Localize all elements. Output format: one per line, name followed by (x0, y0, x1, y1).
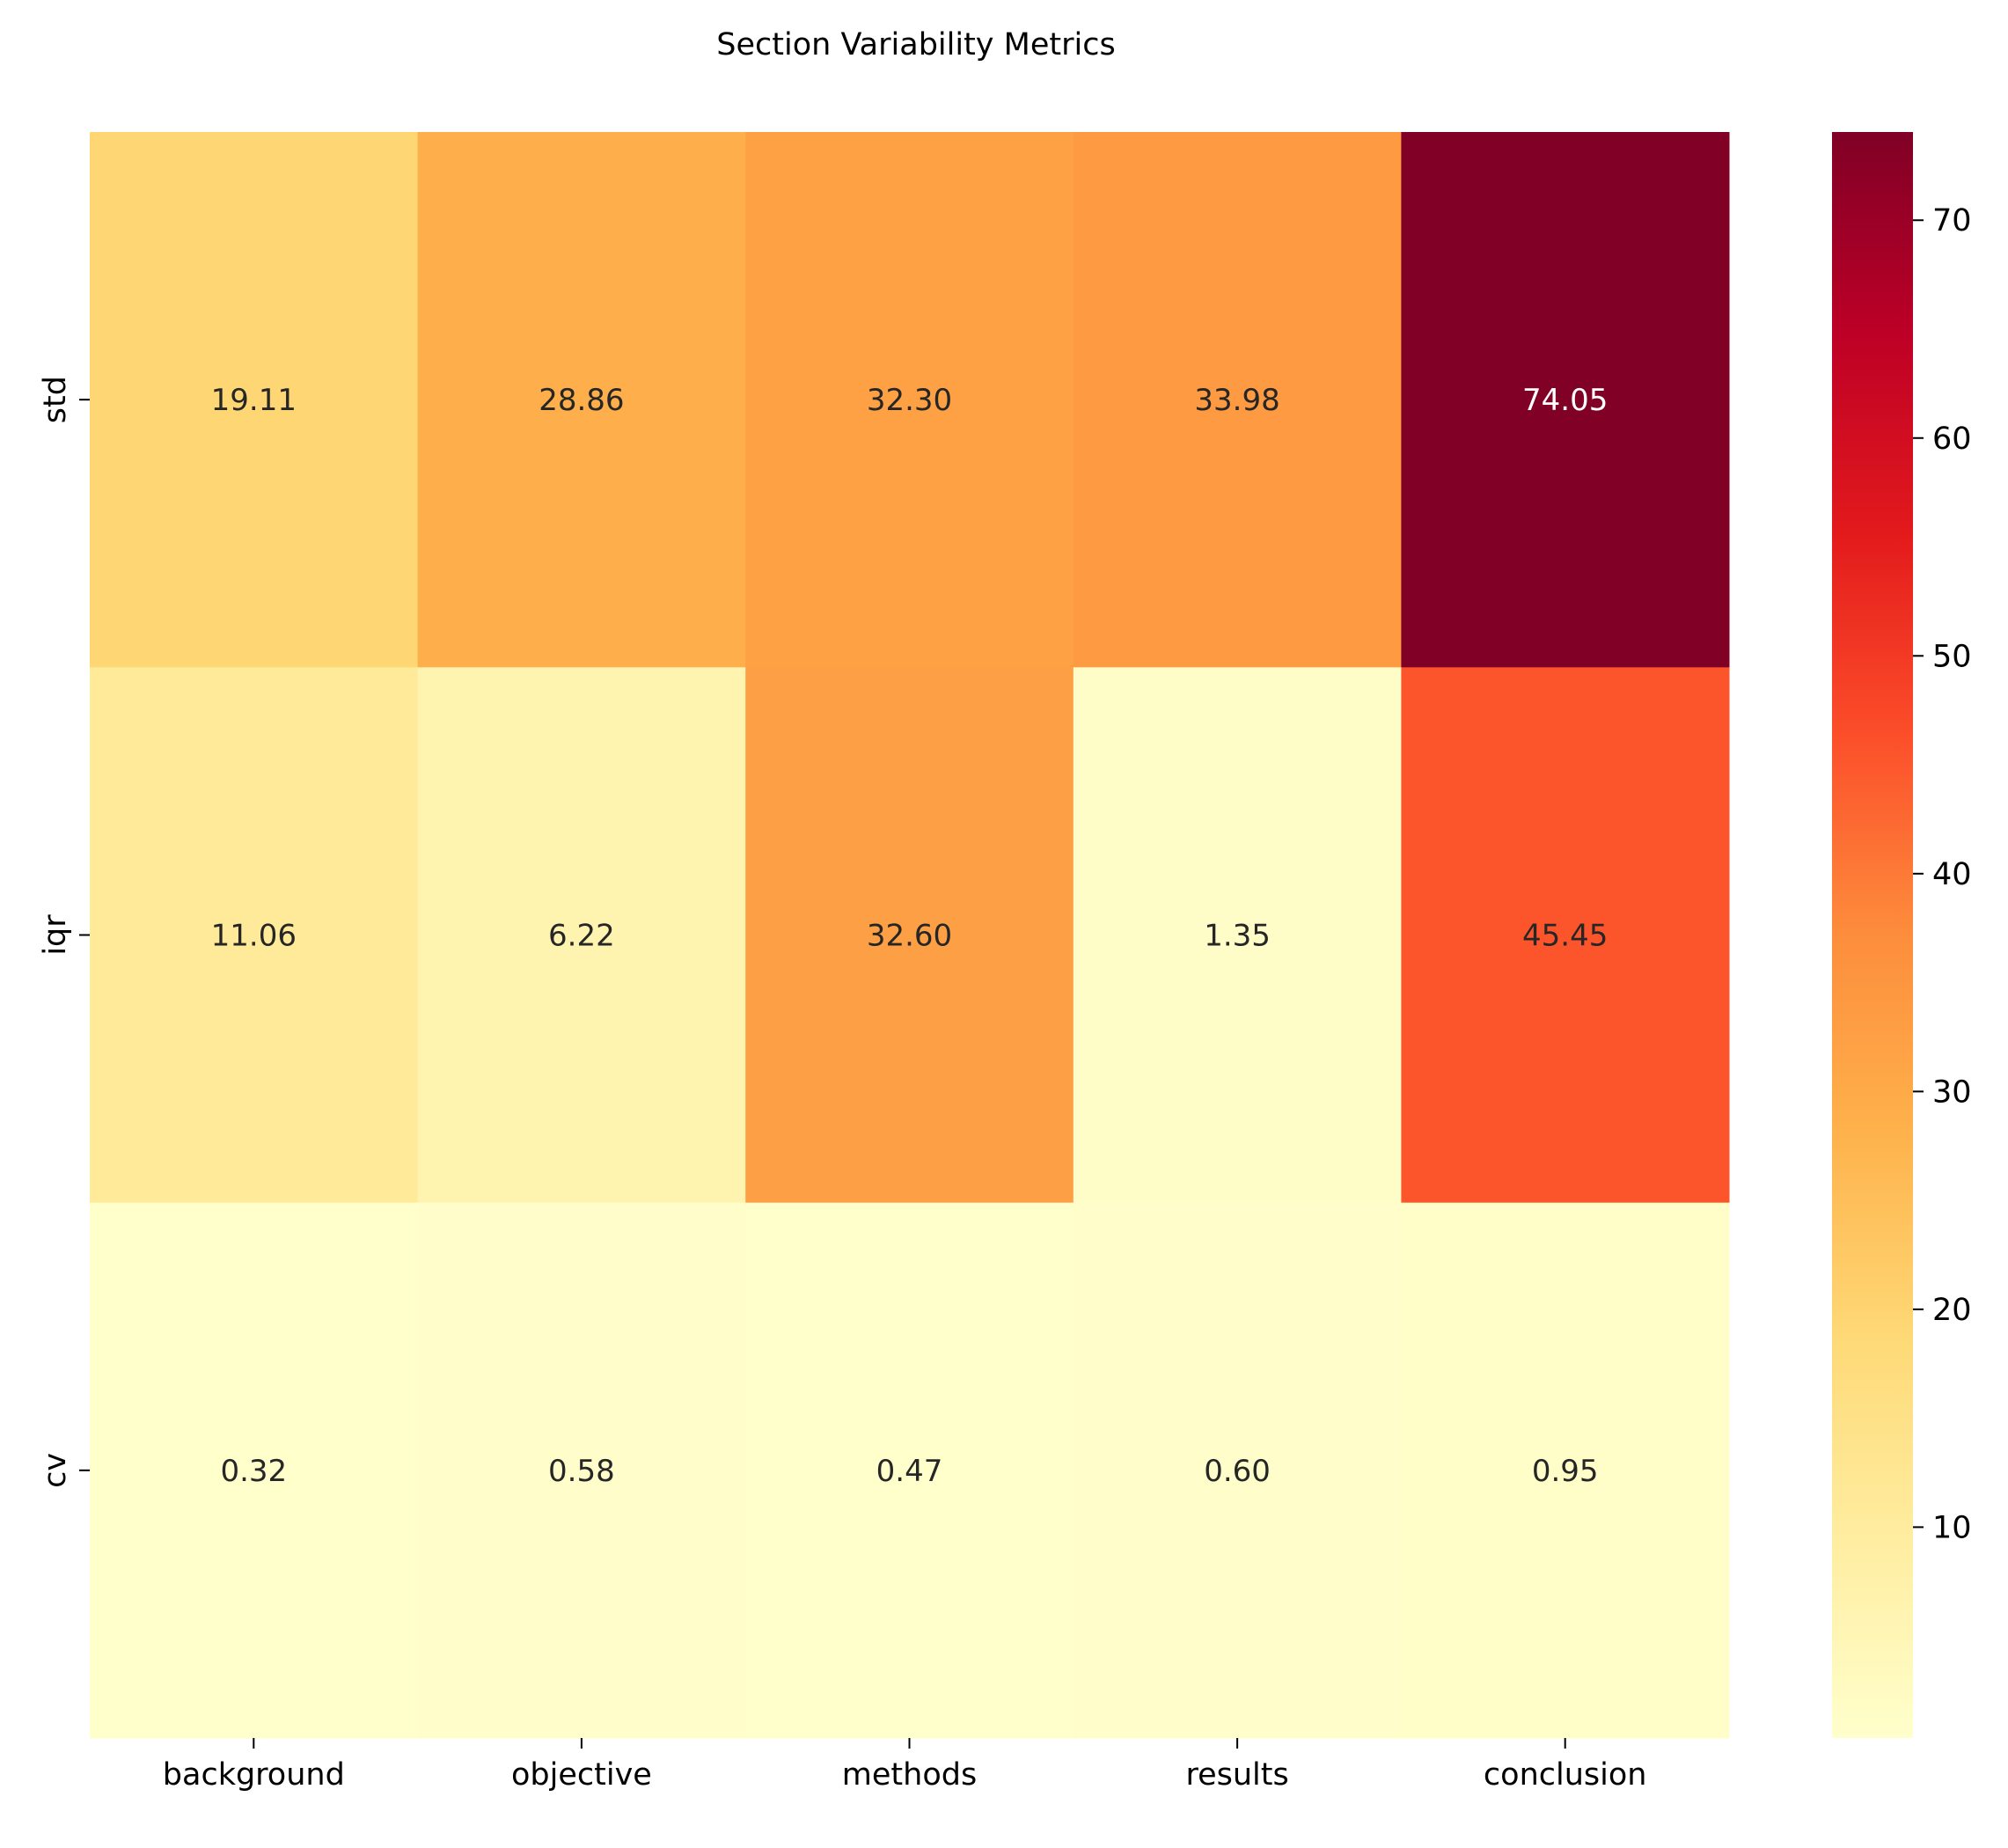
colorbar-tick-label: 10 (1932, 1510, 1972, 1545)
x-tick-label: methods (842, 1757, 977, 1793)
cell-value-label: 19.11 (211, 383, 297, 418)
cell-value-label: 45.45 (1522, 919, 1608, 954)
x-axis: background objective methods results conclus… (163, 1738, 1647, 1793)
colorbar: 10 20 30 40 50 60 70 (1832, 132, 1972, 1738)
x-tick-label: results (1185, 1757, 1288, 1793)
cell-value-label: 32.60 (867, 919, 952, 954)
cell-value-label: 32.30 (867, 383, 952, 418)
heatmap-cell (745, 1202, 1074, 1739)
y-tick-label: std (38, 376, 73, 423)
heatmap-cell (1401, 132, 1730, 668)
colorbar-tick-label: 60 (1932, 422, 1972, 457)
heatmap-cell (417, 667, 746, 1204)
heatmap-cell (1073, 1202, 1402, 1739)
y-tick-label: iqr (38, 914, 73, 956)
y-tick-label: cv (38, 1453, 73, 1488)
colorbar-tick-label: 40 (1932, 857, 1972, 892)
y-axis: std iqr cv (38, 376, 90, 1488)
cell-value-label: 33.98 (1194, 383, 1279, 418)
heatmap-cell (417, 132, 746, 668)
cell-value-label: 0.47 (876, 1454, 943, 1489)
heatmap-cell (90, 132, 419, 668)
heatmap-cell (1401, 1202, 1730, 1739)
x-tick-label: conclusion (1484, 1757, 1647, 1793)
heatmap-cell (745, 667, 1074, 1204)
cell-value-label: 0.32 (220, 1454, 287, 1489)
colorbar-gradient (1832, 132, 1913, 1738)
cell-value-label: 0.95 (1532, 1454, 1599, 1489)
cell-value-label: 28.86 (539, 383, 624, 418)
colorbar-tick-label: 30 (1932, 1074, 1972, 1110)
heatmap-cell (1401, 667, 1730, 1204)
cell-value-label: 74.05 (1522, 383, 1608, 418)
colorbar-tick-label: 50 (1932, 639, 1972, 674)
heatmap-cells (90, 132, 1730, 1739)
cell-value-label: 11.06 (211, 919, 297, 954)
cell-value-label: 1.35 (1204, 919, 1271, 954)
x-tick-label: background (163, 1757, 345, 1793)
colorbar-tick-label: 20 (1932, 1293, 1972, 1328)
heatmap-cell (90, 1202, 419, 1739)
heatmap-cell (745, 132, 1074, 668)
cell-value-label: 0.58 (548, 1454, 615, 1489)
cell-value-label: 6.22 (548, 919, 615, 954)
colorbar-tick-label: 70 (1932, 203, 1972, 238)
chart-title: Section Variability Metrics (716, 27, 1115, 62)
heatmap-cell (1073, 667, 1402, 1204)
heatmap-cell (90, 667, 419, 1204)
cell-value-labels: 19.11 28.86 32.30 33.98 74.05 11.06 6.22 32.60 1… (211, 383, 1609, 1489)
cell-value-label: 0.60 (1204, 1454, 1271, 1489)
heatmap-cell (1073, 132, 1402, 668)
x-tick-label: objective (511, 1757, 652, 1793)
heatmap-cell (417, 1202, 746, 1739)
